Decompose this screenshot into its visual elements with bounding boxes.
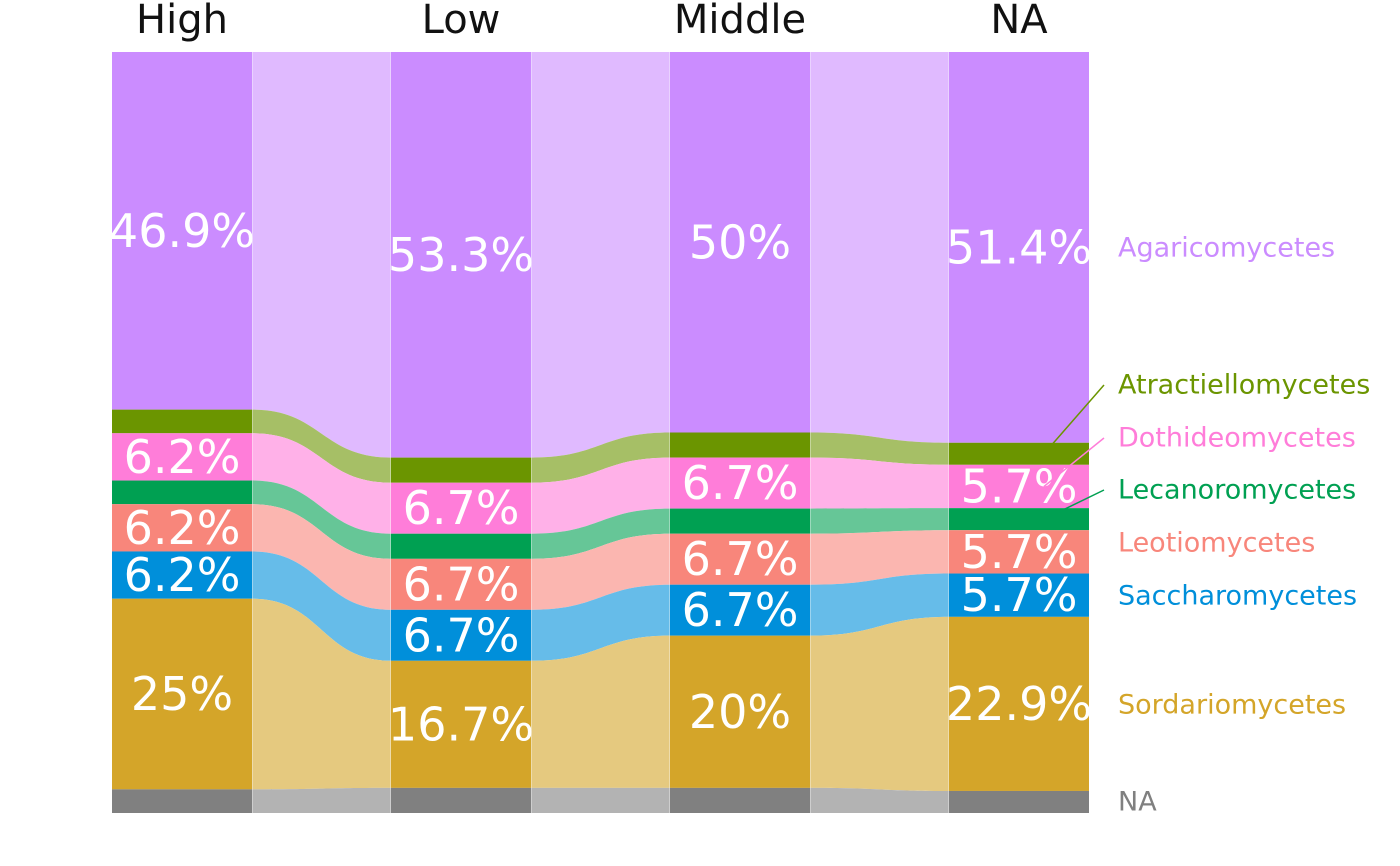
- bar-segment-low-dothideomycetes: [391, 482, 531, 534]
- bar-segment-low-na: [391, 787, 531, 813]
- legend-leader-line-atractiellomycetes: [1043, 384, 1105, 455]
- data-label: 5.7%: [961, 459, 1078, 513]
- data-label: 6.7%: [403, 557, 520, 611]
- bar-layer: [112, 52, 1089, 813]
- bar-segment-middle-atractiellomycetes: [670, 432, 810, 458]
- bar-segment-na-sordariomycetes: [949, 616, 1089, 791]
- legend-leader-line-dothideomycetes: [1043, 437, 1105, 488]
- data-label: 6.7%: [682, 532, 799, 586]
- bar-segment-low-atractiellomycetes: [391, 457, 531, 483]
- flow-dothideomycetes-middle-to-na: [810, 457, 949, 509]
- data-label: 5.7%: [961, 568, 1078, 622]
- bar-segment-high-dothideomycetes: [112, 433, 252, 481]
- bar-segment-high-sordariomycetes: [112, 598, 252, 790]
- data-label: 6.2%: [124, 430, 241, 484]
- bar-segment-low-sordariomycetes: [391, 660, 531, 788]
- data-label: 6.7%: [682, 456, 799, 510]
- bar-segment-high-leotiomycetes: [112, 504, 252, 552]
- bar-segment-na-dothideomycetes: [949, 464, 1089, 509]
- data-label: 6.2%: [124, 501, 241, 555]
- data-label: 22.9%: [946, 677, 1092, 731]
- bar-segment-middle-leotiomycetes: [670, 533, 810, 585]
- data-label: 20%: [689, 685, 791, 739]
- legend-label-agaricomycetes: Agaricomycetes: [1118, 233, 1335, 264]
- flow-leotiomycetes-middle-to-na: [810, 530, 949, 585]
- flow-leotiomycetes-low-to-middle: [531, 533, 670, 610]
- data-label: 53.3%: [388, 228, 534, 282]
- flow-atractiellomycetes-middle-to-na: [810, 432, 949, 465]
- flow-na-low-to-middle: [531, 787, 670, 813]
- data-label: 51.4%: [946, 220, 1092, 274]
- flow-sordariomycetes-low-to-middle: [531, 635, 670, 788]
- legend-label-saccharomycetes: Saccharomycetes: [1118, 581, 1357, 612]
- flow-saccharomycetes-high-to-low: [252, 551, 391, 661]
- flow-dothideomycetes-high-to-low: [252, 433, 391, 534]
- column-title-high: High: [136, 0, 228, 43]
- data-label: 16.7%: [388, 697, 534, 751]
- bar-segment-middle-na: [670, 787, 810, 813]
- legend-label-na: NA: [1118, 787, 1157, 818]
- flow-saccharomycetes-low-to-middle: [531, 584, 670, 661]
- legend-layer: Agaricomycetes Atractiellomycetes Dothideo…: [1043, 233, 1370, 818]
- flow-atractiellomycetes-high-to-low: [252, 409, 391, 483]
- data-label: 6.7%: [682, 583, 799, 637]
- legend-label-leotiomycetes: Leotiomycetes: [1118, 528, 1315, 559]
- column-title-middle: Middle: [674, 0, 806, 43]
- bar-segment-na-na: [949, 790, 1089, 813]
- flow-agaricomycetes-middle-to-na: [810, 52, 949, 443]
- data-label: 46.9%: [109, 204, 255, 258]
- legend-label-sordariomycetes: Sordariomycetes: [1118, 690, 1346, 721]
- legend-label-dothideomycetes: Dothideomycetes: [1118, 423, 1356, 454]
- bar-segment-low-leotiomycetes: [391, 558, 531, 610]
- bar-segment-na-atractiellomycetes: [949, 442, 1089, 465]
- bar-segment-high-na: [112, 789, 252, 813]
- bar-segment-low-lecanoromycetes: [391, 533, 531, 559]
- bar-segment-middle-agaricomycetes: [670, 52, 810, 433]
- flow-na-high-to-low: [252, 787, 391, 813]
- bar-segment-na-agaricomycetes: [949, 52, 1089, 443]
- data-label: 6.7%: [403, 481, 520, 535]
- data-label: 6.7%: [403, 608, 520, 662]
- bar-segment-middle-lecanoromycetes: [670, 508, 810, 534]
- legend-label-lecanoromycetes: Lecanoromycetes: [1118, 475, 1356, 506]
- flow-agaricomycetes-low-to-middle: [531, 52, 670, 458]
- column-title-layer: High Low Middle NA: [136, 0, 1048, 43]
- flow-sordariomycetes-middle-to-na: [810, 616, 949, 791]
- flow-atractiellomycetes-low-to-middle: [531, 432, 670, 483]
- column-title-na: NA: [990, 0, 1048, 43]
- bar-segment-na-saccharomycetes: [949, 573, 1089, 617]
- flow-layer: [251, 52, 950, 813]
- legend-label-atractiellomycetes: Atractiellomycetes: [1118, 370, 1370, 401]
- flow-sordariomycetes-high-to-low: [252, 598, 391, 790]
- flow-lecanoromycetes-low-to-middle: [531, 508, 670, 559]
- bar-segment-low-saccharomycetes: [391, 609, 531, 661]
- bar-segment-high-saccharomycetes: [112, 551, 252, 599]
- flow-dothideomycetes-low-to-middle: [531, 457, 670, 534]
- bar-segment-low-agaricomycetes: [391, 52, 531, 458]
- flow-lecanoromycetes-middle-to-na: [810, 508, 949, 534]
- flow-agaricomycetes-high-to-low: [252, 52, 391, 458]
- bar-segment-middle-saccharomycetes: [670, 584, 810, 636]
- bar-segment-middle-sordariomycetes: [670, 635, 810, 788]
- bar-segment-middle-dothideomycetes: [670, 457, 810, 509]
- flow-saccharomycetes-middle-to-na: [810, 573, 949, 636]
- flow-lecanoromycetes-high-to-low: [252, 480, 391, 559]
- legend-leader-line-lecanoromycetes: [1043, 489, 1105, 520]
- data-label: 50%: [689, 215, 791, 269]
- label-layer: 46.9%6.2%6.2%6.2%25%53.3%6.7%6.7%6.7%16.…: [109, 204, 1092, 752]
- data-label: 25%: [131, 667, 233, 721]
- data-label: 5.7%: [961, 525, 1078, 579]
- bar-segment-high-atractiellomycetes: [112, 409, 252, 434]
- bar-segment-high-lecanoromycetes: [112, 480, 252, 505]
- bar-segment-na-leotiomycetes: [949, 530, 1089, 574]
- bar-segment-high-agaricomycetes: [112, 52, 252, 410]
- data-label: 6.2%: [124, 548, 241, 602]
- column-title-low: Low: [422, 0, 501, 43]
- flow-leotiomycetes-high-to-low: [252, 504, 391, 610]
- flow-na-middle-to-na: [810, 787, 949, 813]
